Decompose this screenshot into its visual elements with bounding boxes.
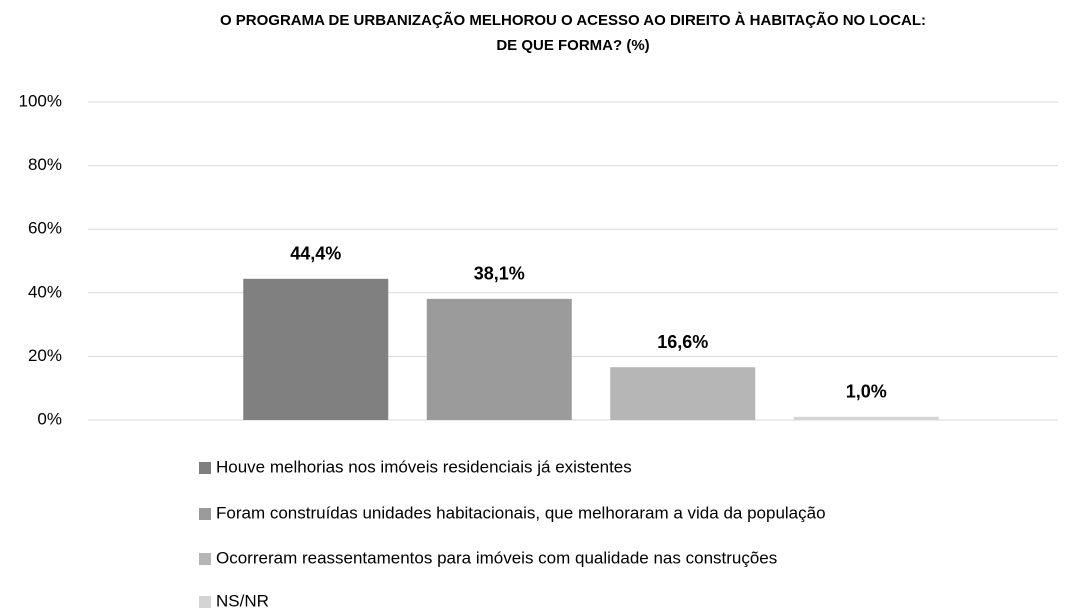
y-tick-label: 40%	[28, 282, 62, 301]
chart-title: O PROGRAMA DE URBANIZAÇÃO MELHOROU O ACE…	[220, 11, 926, 29]
legend-swatch	[199, 462, 211, 474]
bar	[243, 278, 389, 420]
value-label: 1,0%	[846, 382, 887, 402]
value-label: 38,1%	[474, 264, 525, 284]
y-tick-label: 60%	[28, 219, 62, 238]
legend-label: Ocorreram reassentamentos para imóveis c…	[216, 548, 777, 567]
y-tick-label: 20%	[28, 346, 62, 365]
bar	[426, 298, 572, 420]
legend-label: NS/NR	[216, 591, 269, 610]
legend-swatch	[199, 508, 211, 520]
value-label: 44,4%	[290, 244, 341, 264]
legend-swatch	[199, 596, 211, 608]
legend-label: Houve melhorias nos imóveis residenciais…	[216, 457, 632, 476]
legend-label: Foram construídas unidades habitacionais…	[216, 503, 826, 522]
value-label: 16,6%	[657, 332, 708, 352]
legend-swatch	[199, 553, 211, 565]
bar	[610, 367, 756, 420]
y-tick-label: 80%	[28, 155, 62, 174]
chart-title: DE QUE FORMA? (%)	[496, 37, 649, 54]
y-tick-label: 100%	[19, 91, 62, 110]
y-tick-label: 0%	[37, 409, 62, 428]
bar	[793, 416, 939, 420]
